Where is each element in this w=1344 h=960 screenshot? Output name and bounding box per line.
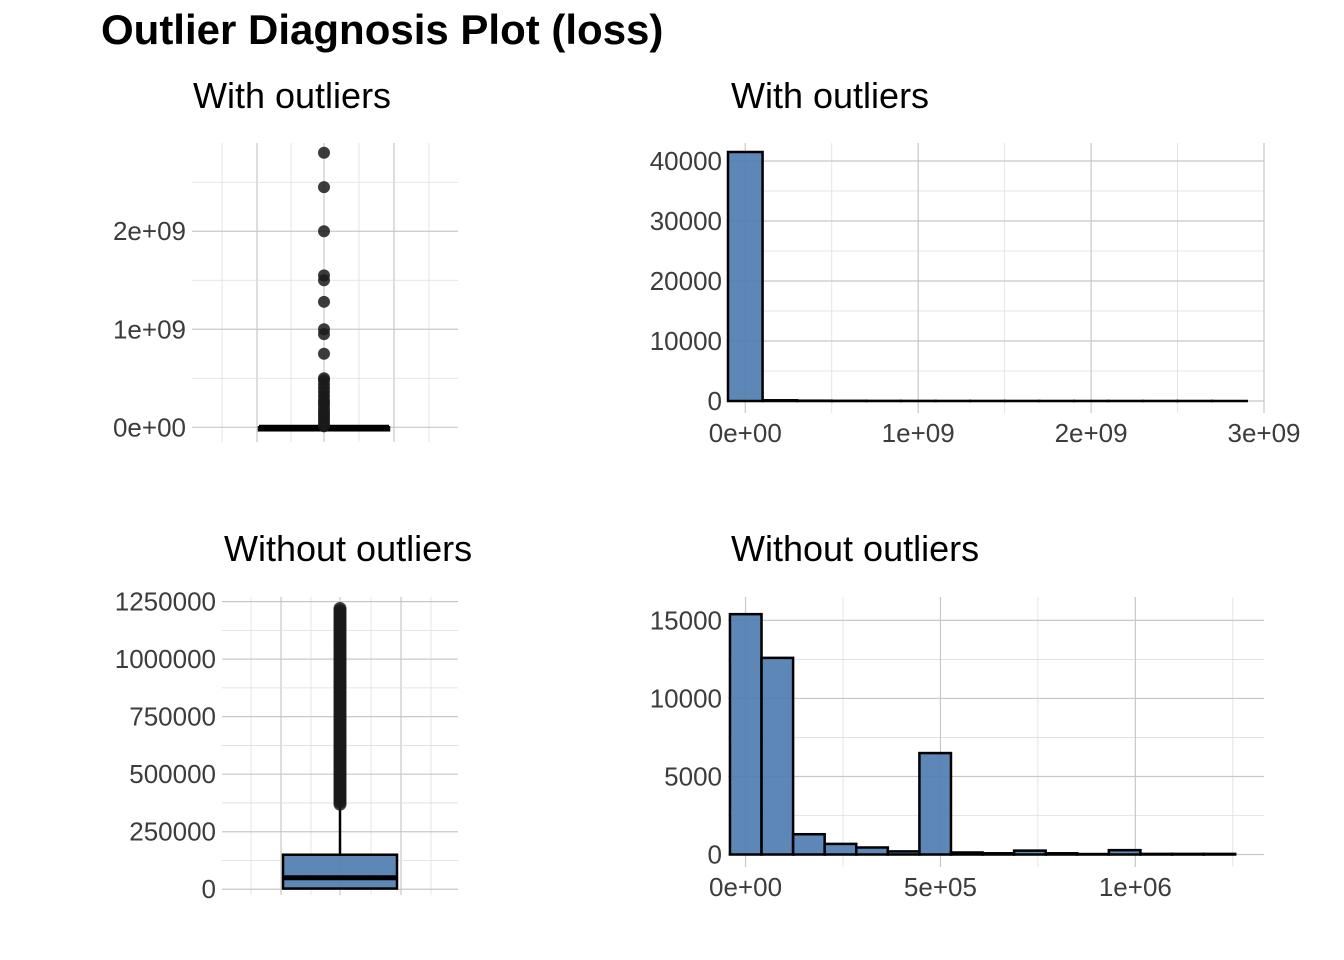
histogram-bar [1044,852,1079,856]
x-tick-label: 0e+00 [709,418,782,448]
y-tick-label: 10000 [650,683,722,713]
x-tick-label: 2e+09 [1055,418,1128,448]
panel-title-box-with: With outliers [193,75,391,116]
boxplot-without-outliers: 0 250000 500000 750000 1000000 1250000 [115,587,458,904]
panel-title-hist-with: With outliers [731,75,929,116]
outlier-point [318,225,330,238]
panel-title-hist-without: Without outliers [731,528,979,569]
y-tick-label: 15000 [650,605,722,635]
outlier-point [318,274,330,287]
histogram-bar [855,846,890,856]
histogram-bar [1012,849,1047,856]
histogram-bar [761,399,799,403]
histogram-bar [981,852,1016,856]
histogram-bar [823,842,858,856]
histogram-bar [791,832,826,856]
y-tick-label: 40000 [650,146,722,176]
histogram-bar [1107,848,1142,856]
y-tick-label: 30000 [650,206,722,236]
histogram-bar [949,851,984,856]
y-tick-label: 250000 [129,817,216,847]
y-tick-label: 10000 [650,326,722,356]
y-tick-label: 5000 [664,761,722,791]
box-iqr [281,853,399,890]
y-tick-label: 750000 [129,702,216,732]
histogram-bar [728,612,763,856]
x-tick-label: 0e+00 [709,872,782,902]
outlier-point [318,328,330,341]
figure-title: Outlier Diagnosis Plot (loss) [101,6,663,53]
panel-title-box-without: Without outliers [224,528,472,569]
y-tick-label: 0 [708,386,722,416]
x-tick-label: 3e+09 [1227,418,1300,448]
outlier-point [318,295,330,308]
histogram-bar [760,656,795,856]
y-tick-label: 20000 [650,266,722,296]
x-tick-label: 1e+09 [882,418,955,448]
histogram-bar [1139,852,1174,856]
x-tick-label: 1e+06 [1099,872,1172,902]
histogram-without-outliers: 0e+00 5e+05 1e+06 0 5000 10000 15000 [650,597,1264,902]
outlier-point [318,347,330,360]
outlier-point [318,146,330,159]
y-tick-label: 1000000 [115,644,216,674]
histogram-bar [886,850,921,856]
outlier-point [333,602,347,616]
histogram-bar [1170,852,1205,856]
outlier-point [318,420,330,433]
boxplot-with-outliers: 0e+00 1e+09 2e+09 [113,143,458,442]
y-tick-label: 0 [202,874,216,904]
y-tick-label: 0 [708,840,722,870]
x-tick-label: 5e+05 [904,872,977,902]
histogram-bar [1202,852,1237,856]
y-tick-label: 1e+09 [113,314,186,344]
y-tick-label: 0e+00 [113,412,186,442]
outlier-point [318,181,330,194]
histogram-with-outliers: 0e+00 1e+09 2e+09 3e+09 0 10000 20000 30000 4000… [650,143,1301,448]
histogram-bar [918,751,953,856]
y-tick-label: 2e+09 [113,216,186,246]
histogram-bar [726,150,764,403]
y-tick-label: 1250000 [115,587,216,617]
y-tick-label: 500000 [129,759,216,789]
